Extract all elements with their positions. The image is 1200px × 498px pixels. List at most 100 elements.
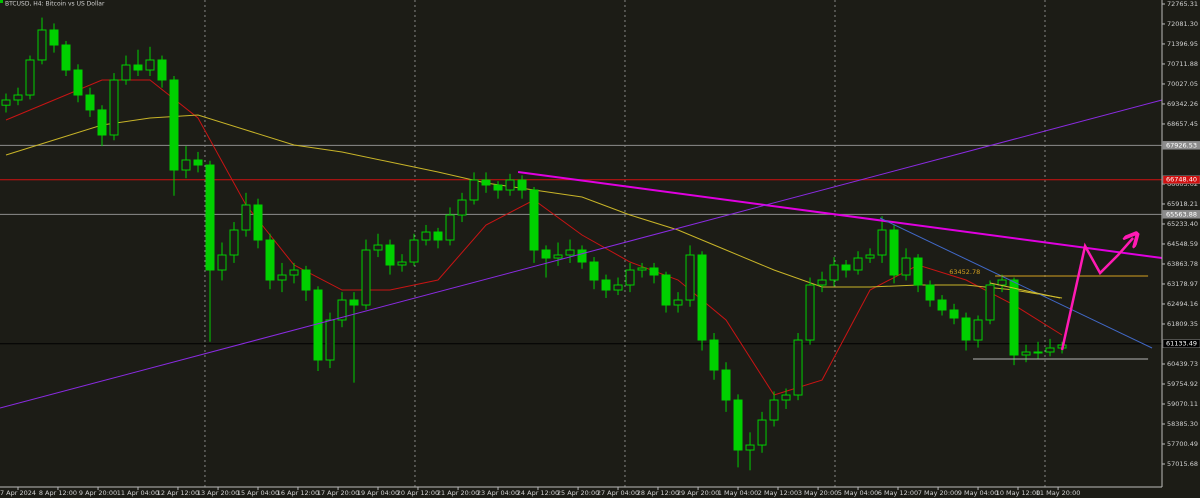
plot-area: 63452.78 (0, 0, 1163, 487)
y-tick-label: 58385.30 (1167, 420, 1198, 428)
candle-body (457, 199, 467, 216)
y-tick-label: 72765.31 (1167, 0, 1198, 8)
candle-body (85, 94, 95, 111)
trend-line (517, 171, 1163, 260)
x-tick-label: 8 Apr 12:00 (39, 489, 77, 497)
y-tick-label: 70711.88 (1167, 60, 1198, 68)
candle-body (505, 179, 515, 191)
y-tick-label: 63863.78 (1167, 260, 1198, 268)
candle-body (49, 29, 59, 46)
x-tick-label: 20 Apr 12:00 (397, 489, 439, 497)
x-tick-label: 25 Apr 20:00 (557, 489, 599, 497)
x-tick-label: 7 Apr 2024 (0, 489, 36, 497)
candle-body (841, 264, 851, 271)
candle-body (829, 264, 839, 281)
candle-body (853, 257, 863, 271)
candle-body (517, 179, 527, 191)
candle-body (301, 269, 311, 291)
x-tick-label: 21 Apr 20:00 (437, 489, 479, 497)
price-level-label: 67926.53 (1166, 141, 1197, 149)
candle-body (433, 231, 443, 241)
candle-body (961, 317, 971, 341)
y-tick-label: 57700.49 (1167, 440, 1198, 448)
x-tick-label: 5 May 04:00 (838, 489, 878, 497)
candle-body (373, 244, 383, 251)
y-tick-label: 61809.35 (1167, 320, 1198, 328)
x-tick-label: 11 Apr 04:00 (117, 489, 159, 497)
candle-body (145, 59, 155, 71)
y-tick-label: 68657.45 (1167, 120, 1198, 128)
candle-body (253, 204, 263, 241)
candle-body (469, 179, 479, 201)
x-tick-label: 13 Apr 20:00 (197, 489, 239, 497)
x-tick-label: 10 May 12:00 (996, 489, 1041, 497)
candle-body (697, 254, 707, 341)
price-level-box (1162, 210, 1200, 219)
candle-body (1, 99, 11, 106)
candle-body (721, 369, 731, 401)
x-tick-label: 27 Apr 04:00 (597, 489, 639, 497)
y-tick-label: 69342.26 (1167, 100, 1198, 108)
candle-body (193, 159, 203, 166)
x-tick-label: 9 May 04:00 (958, 489, 998, 497)
x-tick-label: 3 May 20:00 (798, 489, 838, 497)
candle-body (709, 339, 719, 371)
x-tick-label: 19 Apr 04:00 (357, 489, 399, 497)
candle-body (613, 284, 623, 291)
x-tick-label: 24 Apr 12:00 (517, 489, 559, 497)
candle-body (997, 279, 1007, 286)
title-icon (0, 0, 3, 3)
y-tick-label: 72081.30 (1167, 20, 1198, 28)
candle-body (241, 204, 251, 231)
candle-body (925, 284, 935, 301)
candle-body (589, 261, 599, 281)
candle-body (337, 299, 347, 321)
projection-arrow (1060, 238, 1133, 351)
x-tick-label: 29 Apr 20:00 (677, 489, 719, 497)
x-tick-label: 1 May 04:00 (718, 489, 758, 497)
candle-body (349, 299, 359, 306)
candle-body (169, 79, 179, 171)
x-tick-label: 15 Apr 04:00 (237, 489, 279, 497)
candle-body (385, 244, 395, 266)
candle-body (661, 274, 671, 306)
y-tick-label: 71396.95 (1167, 40, 1198, 48)
candle-body (913, 257, 923, 286)
x-tick-label: 9 Apr 20:00 (79, 489, 117, 497)
candle-body (121, 64, 131, 81)
price-level-label: 61133.49 (1166, 340, 1197, 348)
y-tick-label: 65233.40 (1167, 220, 1198, 228)
y-tick-label: 60439.73 (1167, 360, 1198, 368)
candle-body (577, 249, 587, 263)
candle-body (865, 254, 875, 259)
candle-body (745, 444, 755, 451)
price-level-box (1162, 141, 1200, 150)
x-tick-label: 28 Apr 12:00 (637, 489, 679, 497)
candle-body (13, 94, 23, 101)
candle-body (685, 254, 695, 301)
candle-body (481, 179, 491, 186)
candle-body (793, 339, 803, 396)
candle-body (157, 59, 167, 81)
candle-body (265, 239, 275, 281)
candle-body (769, 399, 779, 421)
candle-body (313, 289, 323, 361)
candle-body (817, 279, 827, 286)
candle-body (277, 274, 287, 281)
x-tick-label: 2 May 12:00 (758, 489, 798, 497)
trend-line (989, 282, 1061, 299)
candle-body (781, 394, 791, 401)
candle-body (205, 164, 215, 271)
candle-body (757, 419, 767, 446)
candle-body (37, 29, 47, 61)
y-tick-label: 64548.59 (1167, 240, 1198, 248)
candle-body (73, 69, 83, 96)
x-tick-label: 16 Apr 12:00 (277, 489, 319, 497)
candle-body (625, 269, 635, 286)
candle-body (1033, 351, 1043, 354)
candle-body (217, 254, 227, 271)
y-tick-label: 63178.97 (1167, 280, 1198, 288)
x-tick-label: 23 Apr 04:00 (477, 489, 519, 497)
y-tick-label: 59070.11 (1167, 400, 1198, 408)
